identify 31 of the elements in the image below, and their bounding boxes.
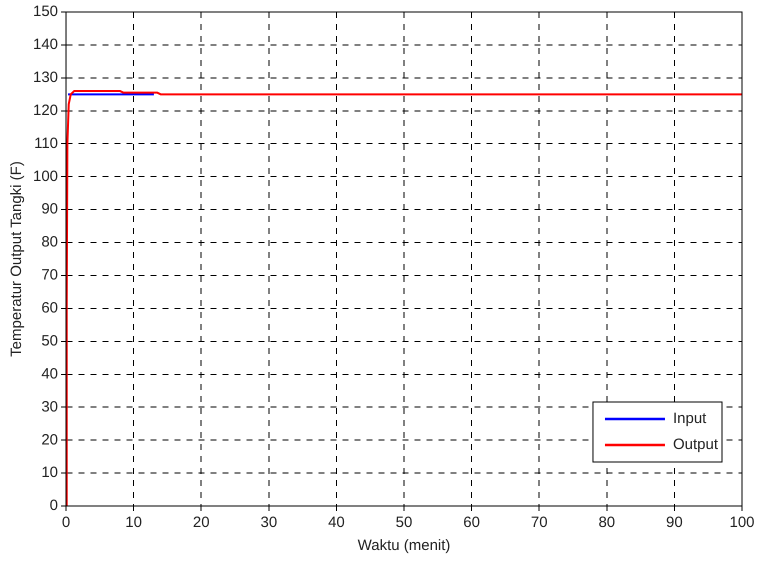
y-tick-label: 50 (41, 332, 58, 350)
y-tick-label: 0 (50, 497, 58, 514)
y-tick-label: 40 (41, 365, 58, 382)
y-tick-label: 60 (41, 300, 58, 317)
y-tick-label: 90 (41, 200, 58, 218)
x-tick-label: 20 (192, 514, 210, 532)
x-tick-label: 90 (666, 514, 683, 532)
x-tick-label: 0 (62, 514, 70, 532)
x-tick-label: 100 (729, 514, 755, 532)
y-tick-label: 30 (41, 398, 58, 416)
y-tick-label: 70 (41, 266, 58, 284)
y-axis-title: Temperatur Output Tangki (F) (8, 161, 26, 357)
y-tick-label: 80 (41, 234, 58, 251)
x-tick-label: 10 (125, 514, 142, 532)
x-axis-title: Waktu (menit) (358, 537, 450, 554)
x-tick-label: 70 (530, 514, 548, 532)
y-tick-label: 100 (32, 168, 58, 185)
y-tick-label: 150 (32, 3, 58, 20)
x-tick-label: 60 (463, 514, 480, 532)
y-tick-label: 10 (41, 464, 58, 482)
x-tick-label: 50 (396, 514, 412, 532)
y-tick-label: 120 (32, 102, 58, 119)
x-tick-label: 30 (260, 514, 278, 532)
y-tick-label: 110 (34, 134, 58, 152)
legend-label: Input (672, 410, 708, 428)
x-tick-label: 40 (328, 514, 345, 532)
x-tick-label: 80 (598, 514, 616, 532)
y-tick-label: 130 (32, 69, 58, 86)
legend-label: Output (672, 436, 719, 454)
y-tick-label: 140 (32, 36, 58, 54)
y-tick-label: 20 (41, 431, 58, 448)
